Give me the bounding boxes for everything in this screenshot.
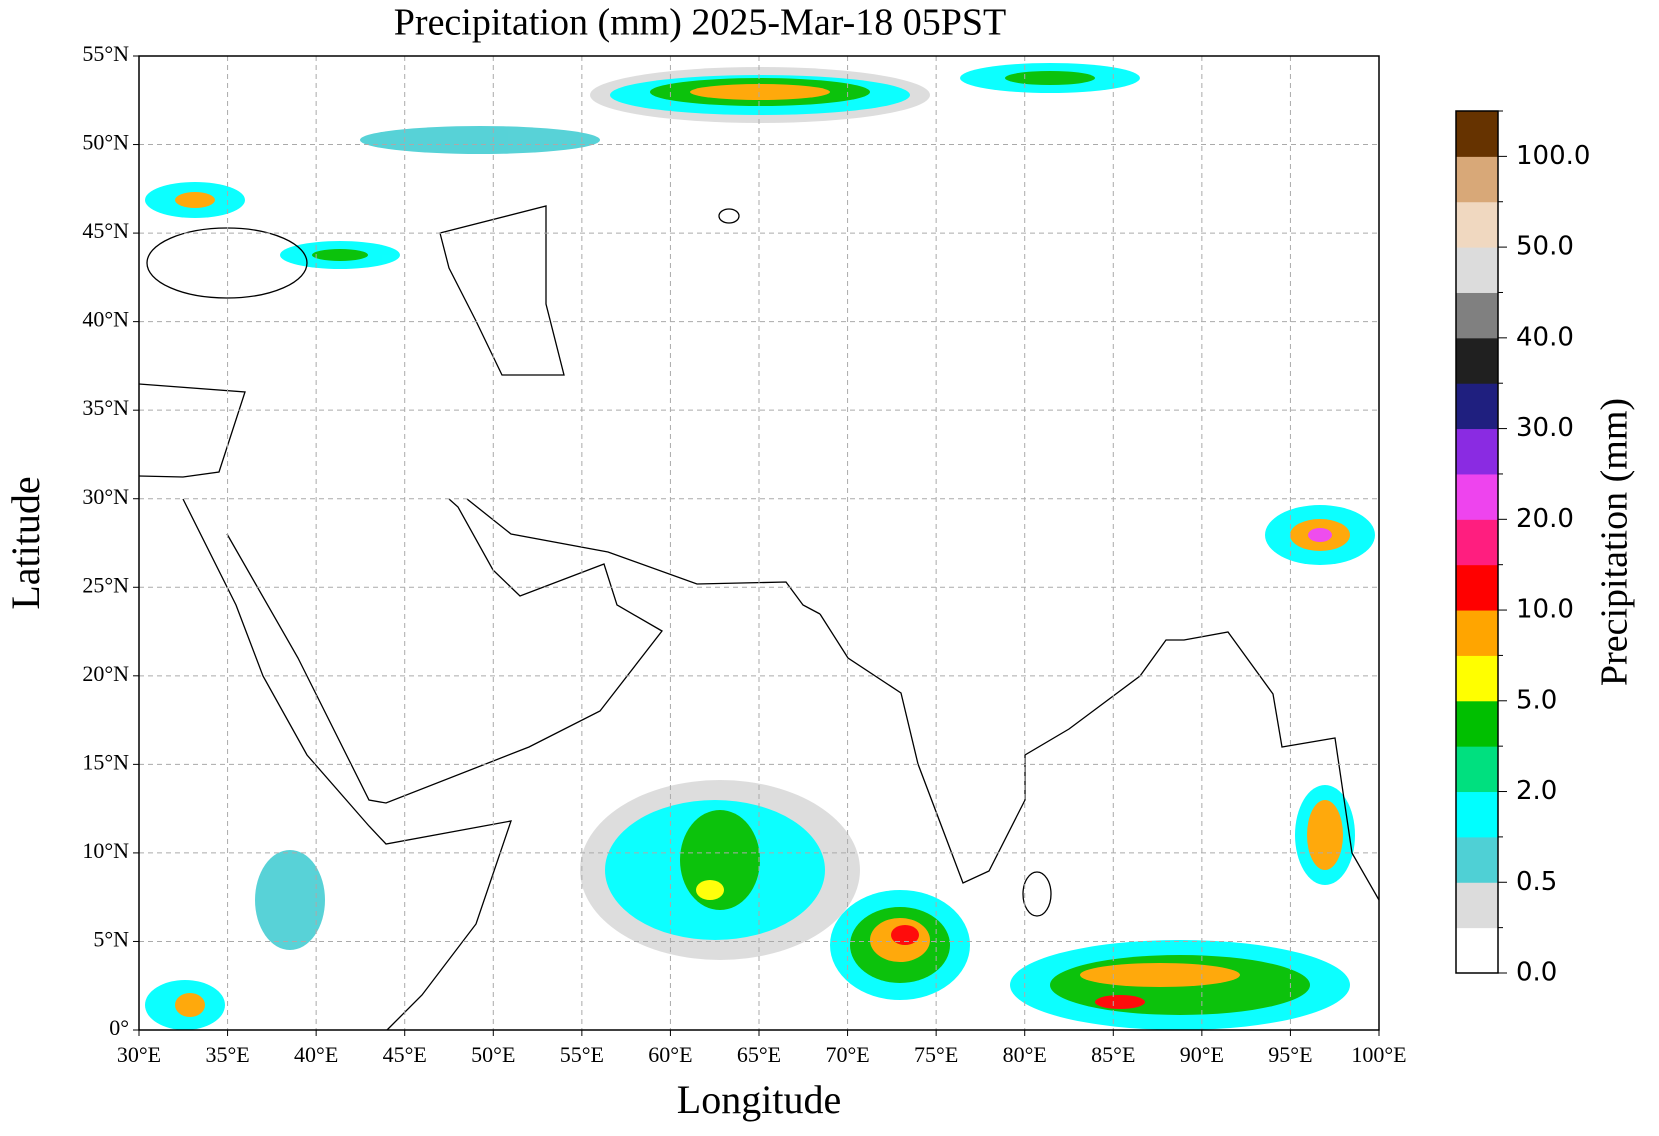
x-tick-label: 75°E	[914, 1042, 958, 1067]
colorbar-tick-label: 2.0	[1516, 776, 1557, 806]
colorbar-segment	[1456, 746, 1498, 793]
colorbar-tick-label: 5.0	[1516, 685, 1557, 715]
colorbar-segment	[1456, 655, 1498, 702]
colorbar-segment	[1456, 156, 1498, 203]
colorbar-segment	[1456, 564, 1498, 611]
colorbar-segment	[1456, 428, 1498, 475]
colorbar-segment	[1456, 247, 1498, 293]
colorbar-tick-label: 20.0	[1516, 504, 1574, 534]
x-tick-label: 100°E	[1351, 1042, 1406, 1067]
colorbar-tick-label: 40.0	[1516, 322, 1574, 352]
y-tick-label: 40°N	[82, 307, 129, 332]
y-tick-label: 0°	[109, 1015, 129, 1040]
colorbar-segment	[1456, 383, 1498, 430]
colorbar-segment	[1456, 836, 1498, 883]
x-axis-label: Longitude	[677, 1077, 841, 1122]
x-tick-label: 90°E	[1180, 1042, 1224, 1067]
y-tick-label: 55°N	[82, 41, 129, 66]
colorbar-segment	[1456, 201, 1498, 248]
precipitation-field	[145, 63, 1375, 1030]
colorbar-label: Precipitation (mm)	[1594, 398, 1636, 686]
y-tick-label: 15°N	[82, 749, 129, 774]
colorbar-tick-label: 30.0	[1516, 413, 1574, 443]
x-tick-label: 35°E	[205, 1042, 249, 1067]
colorbar-segment	[1456, 292, 1498, 339]
y-tick-label: 50°N	[82, 130, 129, 155]
y-tick-label: 25°N	[82, 572, 129, 597]
colorbar-tick-label: 0.5	[1516, 867, 1557, 897]
colorbar-segment	[1456, 610, 1498, 656]
colorbar-segment	[1456, 700, 1498, 747]
y-tick-label: 35°N	[82, 395, 129, 420]
colorbar-segment	[1456, 927, 1498, 974]
x-tick-label: 65°E	[737, 1042, 781, 1067]
colorbar-tick-label: 100.0	[1516, 141, 1590, 171]
colorbar-frame	[1455, 110, 1499, 974]
x-tick-label: 60°E	[648, 1042, 692, 1067]
x-tick-label: 30°E	[117, 1042, 161, 1067]
y-tick-label: 45°N	[82, 218, 129, 243]
colorbar-segment	[1456, 882, 1498, 929]
colorbar-segment	[1456, 519, 1498, 566]
x-tick-label: 85°E	[1091, 1042, 1135, 1067]
colorbar-segment	[1456, 473, 1498, 520]
y-tick-label: 5°N	[93, 927, 129, 952]
colorbar-segment	[1456, 111, 1498, 157]
chart-title: Precipitation (mm) 2025-Mar-18 05PST	[394, 2, 1006, 44]
y-axis-label: Latitude	[3, 476, 48, 609]
colorbar-segment	[1456, 791, 1498, 838]
colorbar-tick-label: 0.0	[1516, 958, 1557, 988]
x-tick-label: 95°E	[1268, 1042, 1312, 1067]
x-tick-label: 40°E	[294, 1042, 338, 1067]
x-tick-label: 80°E	[1003, 1042, 1047, 1067]
x-tick-label: 55°E	[560, 1042, 604, 1067]
colorbar-tick-label: 10.0	[1516, 595, 1574, 625]
colorbar-tick-label: 50.0	[1516, 232, 1574, 262]
x-tick-label: 70°E	[825, 1042, 869, 1067]
coastlines	[138, 205, 1380, 1031]
x-tick-label: 45°E	[383, 1042, 427, 1067]
y-tick-label: 20°N	[82, 661, 129, 686]
colorbar-segment	[1456, 337, 1498, 384]
x-tick-label: 50°E	[471, 1042, 515, 1067]
y-tick-label: 30°N	[82, 484, 129, 509]
y-tick-label: 10°N	[82, 838, 129, 863]
plot-frame	[138, 55, 1380, 1031]
